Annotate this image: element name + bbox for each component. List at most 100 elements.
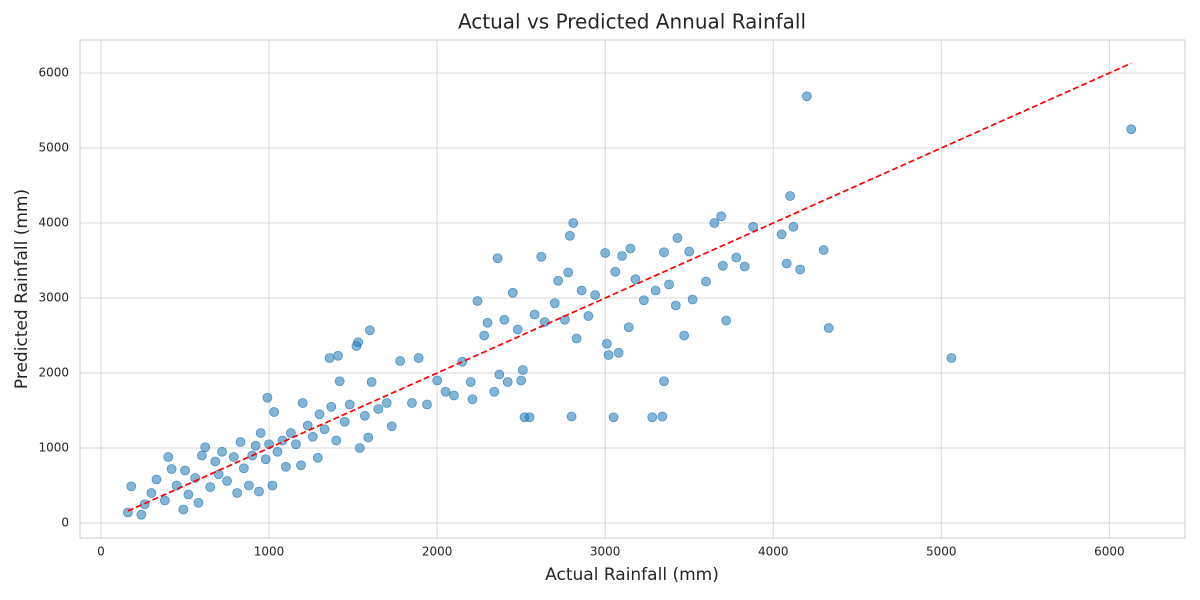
data-point [235,437,246,447]
data-point [326,401,337,412]
data-point [946,353,957,363]
data-point [603,350,614,360]
chart-title: Actual vs Predicted Annual Rainfall [458,10,806,34]
data-point [280,461,291,472]
data-point [244,480,254,491]
data-point [617,251,627,261]
data-point [250,440,261,451]
reference-line [127,62,1132,512]
data-point [482,317,493,328]
data-point [255,428,266,438]
x-tick-label: 1000 [254,545,285,559]
data-point [395,356,406,366]
x-tick-label: 6000 [1094,545,1125,559]
data-point [449,390,459,401]
y-tick-label: 6000 [38,66,69,80]
data-point [146,488,157,498]
data-point [670,300,681,311]
data-point [647,412,658,423]
data-point [232,488,243,498]
data-point [701,276,711,287]
data-point [739,261,750,272]
data-point [721,315,732,326]
data-point [331,435,342,446]
data-point [228,452,239,462]
data-point [413,353,424,363]
data-point [600,248,611,258]
data-point [716,211,727,222]
data-point [601,338,612,349]
data-point [440,386,451,397]
data-point [363,432,374,443]
data-point [272,446,283,457]
data-point [314,409,325,420]
data-point [238,463,249,474]
data-point [339,416,350,427]
data-point [472,296,483,306]
data-point [776,229,787,240]
x-tick-label: 5000 [926,545,957,559]
data-point [297,398,308,408]
data-point [407,398,417,408]
data-point [432,375,443,386]
data-point [126,481,137,492]
data-point [630,274,641,285]
x-tick-label: 4000 [758,545,789,559]
data-point [319,424,330,435]
x-axis-label: Actual Rainfall (mm) [545,565,719,585]
y-axis-label: Predicted Rainfall (mm) [12,189,32,389]
y-tick-label: 0 [61,516,69,530]
data-point [183,489,194,500]
data-point [650,285,661,296]
data-point [583,311,594,321]
y-tick-label: 1000 [38,441,69,455]
data-point [499,314,510,325]
data-point [516,375,527,386]
data-point [566,411,577,422]
data-point [136,509,147,520]
data-point [638,295,649,306]
data-point [193,497,204,508]
x-tick-label: 0 [97,545,105,559]
data-point [159,495,170,506]
data-point [200,442,211,453]
data-point [795,264,806,275]
data-point [465,377,476,387]
data-point [217,446,227,457]
data-point [664,279,674,290]
data-point [672,233,683,243]
y-tick-label: 4000 [38,216,69,230]
data-point [457,356,468,367]
data-point [502,377,513,387]
data-point [291,439,301,450]
data-point [785,191,795,201]
data-point [333,350,343,361]
data-point [563,267,574,278]
data-point [684,246,695,257]
data-point [717,260,728,271]
data-point [334,376,345,387]
data-point [467,394,478,405]
data-point [529,309,540,320]
data-point [386,421,397,432]
data-point [151,474,162,485]
data-point [613,347,624,358]
data-point [307,431,318,442]
data-point [801,91,812,102]
data-point [422,399,432,410]
data-point [492,253,503,264]
data-point [163,452,174,462]
data-point [731,252,742,263]
data-point [539,317,550,327]
data-point [657,411,668,422]
data-point [536,251,547,262]
data-point [608,412,619,423]
data-point [381,398,392,408]
data-point [524,412,535,423]
data-point [564,230,575,241]
data-point [180,465,190,476]
plot-frame [79,39,1186,539]
data-point [623,322,634,333]
data-point [222,476,232,486]
